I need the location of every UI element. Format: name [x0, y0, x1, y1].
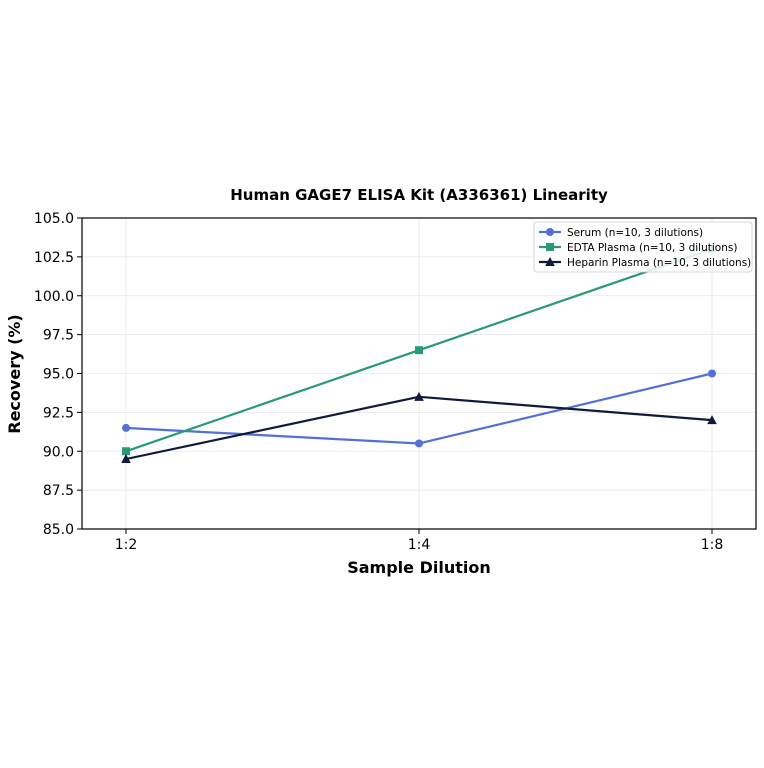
y-axis-label: Recovery (%)	[5, 314, 24, 433]
series-group	[121, 245, 717, 464]
data-point-triangle	[121, 454, 131, 464]
y-tick-label: 85.0	[43, 522, 74, 538]
legend: Serum (n=10, 3 dilutions) EDTA Plasma (n=…	[533, 221, 753, 273]
chart-title: Human GAGE7 ELISA Kit (A336361) Linearit…	[230, 186, 608, 204]
data-point-circle	[546, 228, 554, 236]
legend-label: Heparin Plasma (n=10, 3 dilutions)	[567, 257, 751, 269]
x-tick-label: 1:4	[408, 537, 431, 553]
y-tick-label: 102.5	[34, 250, 74, 266]
y-tick-label: 105.0	[34, 211, 74, 227]
data-point-square	[546, 243, 554, 251]
legend-item: Serum (n=10, 3 dilutions)	[539, 227, 703, 239]
legend-label: Serum (n=10, 3 dilutions)	[567, 227, 703, 239]
x-tick-label: 1:8	[701, 537, 724, 553]
y-tick-label: 87.5	[43, 483, 74, 499]
data-point-circle	[415, 439, 423, 448]
y-tick-label: 97.5	[43, 328, 74, 344]
legend-item: Heparin Plasma (n=10, 3 dilutions)	[539, 257, 751, 269]
y-tick-label: 92.5	[43, 405, 74, 421]
data-point-triangle	[707, 415, 717, 425]
series-1	[122, 369, 716, 448]
series-3	[121, 391, 717, 464]
data-point-triangle	[545, 257, 555, 266]
data-point-triangle	[414, 391, 424, 401]
legend-item: EDTA Plasma (n=10, 3 dilutions)	[539, 242, 737, 254]
x-axis-label: Sample Dilution	[347, 558, 491, 577]
axis-ticks: 85.0 87.5 90.0 92.5 95.0 97.5 100.0 102.5 105.0 1…	[34, 211, 723, 553]
y-tick-label: 100.0	[34, 289, 74, 305]
data-point-circle	[122, 423, 130, 432]
data-point-square	[415, 346, 423, 355]
data-point-square	[122, 447, 130, 456]
legend-label: EDTA Plasma (n=10, 3 dilutions)	[567, 242, 737, 254]
data-point-circle	[708, 369, 716, 378]
y-tick-label: 90.0	[43, 444, 74, 460]
legend-box	[533, 221, 753, 273]
y-tick-label: 95.0	[43, 367, 74, 383]
x-tick-label: 1:2	[115, 537, 138, 553]
